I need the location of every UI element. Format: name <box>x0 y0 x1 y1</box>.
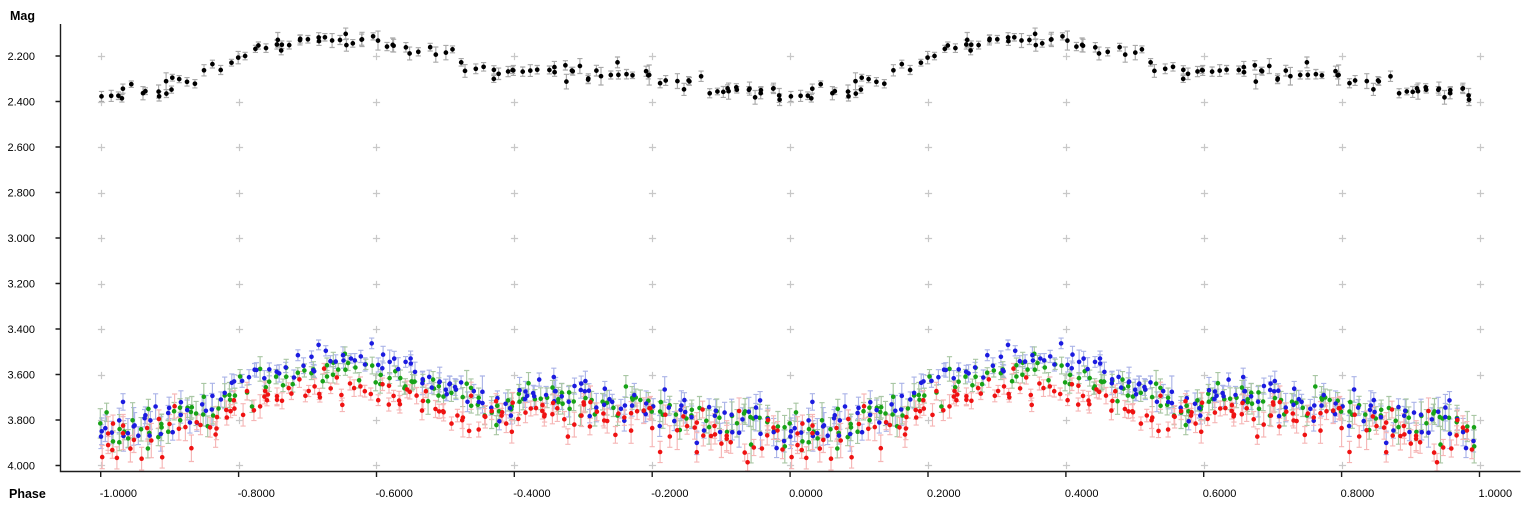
svg-text:0.8000: 0.8000 <box>1341 488 1375 500</box>
svg-text:2.800: 2.800 <box>7 188 35 200</box>
svg-text:-0.4000: -0.4000 <box>513 488 550 500</box>
svg-text:-0.6000: -0.6000 <box>376 488 413 500</box>
svg-text:0.6000: 0.6000 <box>1203 488 1237 500</box>
svg-text:3.200: 3.200 <box>7 279 35 291</box>
svg-text:2.600: 2.600 <box>7 142 35 154</box>
svg-text:Mag: Mag <box>10 9 35 23</box>
svg-text:3.600: 3.600 <box>7 370 35 382</box>
svg-text:0.4000: 0.4000 <box>1065 488 1099 500</box>
svg-text:Phase: Phase <box>9 487 46 501</box>
svg-text:-0.2000: -0.2000 <box>651 488 688 500</box>
svg-text:4.000: 4.000 <box>7 461 35 473</box>
svg-text:3.400: 3.400 <box>7 324 35 336</box>
svg-text:-0.8000: -0.8000 <box>238 488 275 500</box>
svg-text:-1.0000: -1.0000 <box>100 488 137 500</box>
svg-text:0.0000: 0.0000 <box>789 488 823 500</box>
svg-text:1.0000: 1.0000 <box>1479 488 1513 500</box>
svg-text:2.400: 2.400 <box>7 97 35 109</box>
svg-text:3.800: 3.800 <box>7 415 35 427</box>
svg-text:3.000: 3.000 <box>7 233 35 245</box>
svg-text:2.200: 2.200 <box>7 51 35 63</box>
svg-text:0.2000: 0.2000 <box>927 488 961 500</box>
